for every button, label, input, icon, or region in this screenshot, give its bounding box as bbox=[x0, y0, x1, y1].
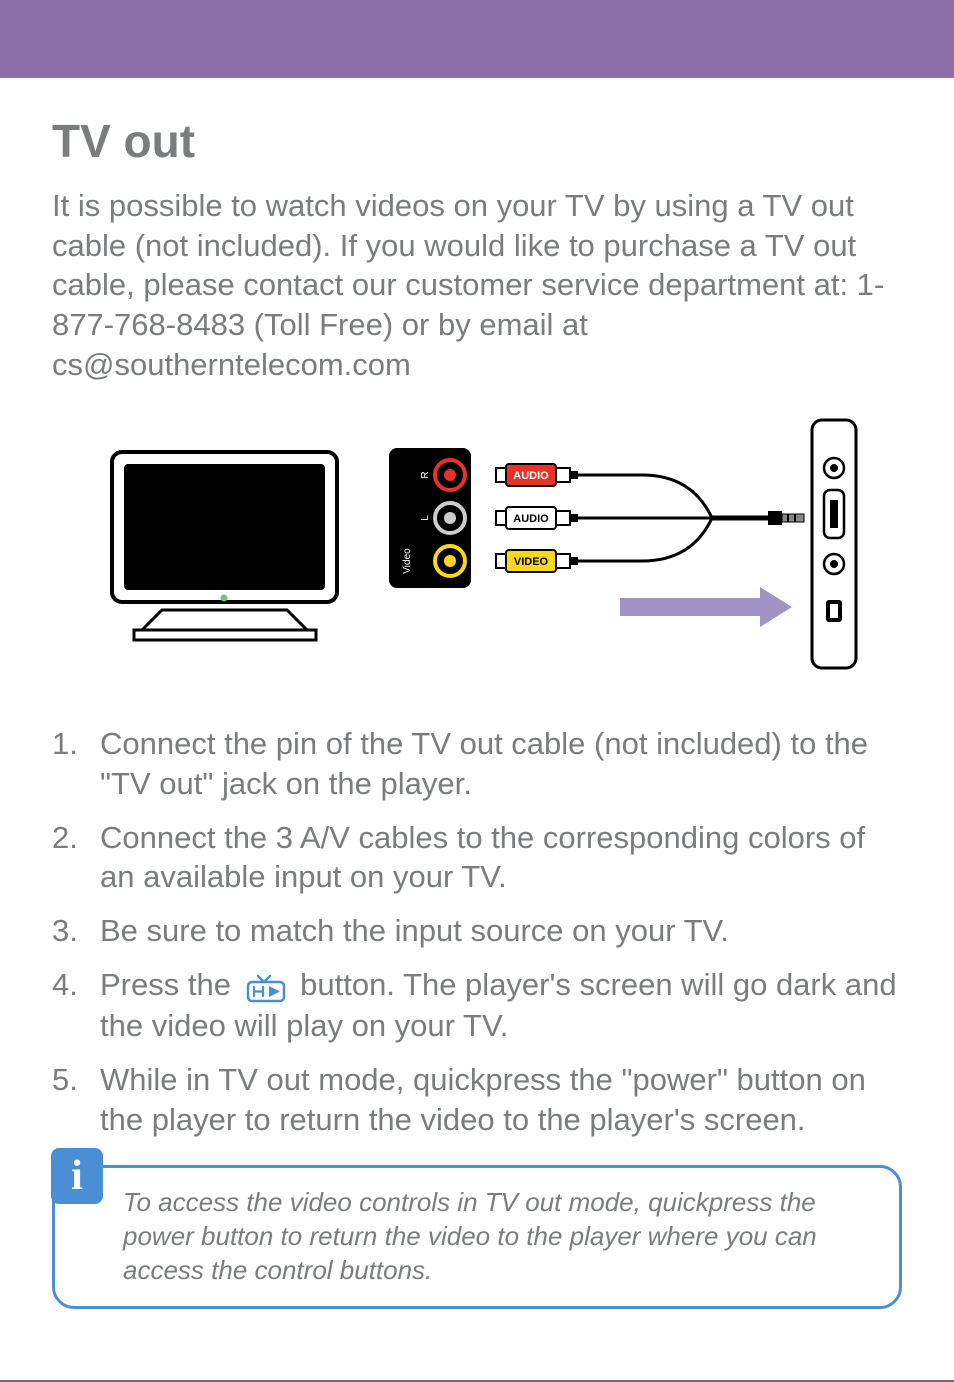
step-4-pre: Press the bbox=[100, 967, 240, 1002]
connection-diagram: R L Video AUDIO bbox=[52, 412, 902, 692]
insert-arrow-icon bbox=[620, 587, 792, 627]
svg-text:Video: Video bbox=[402, 548, 413, 574]
svg-text:R: R bbox=[420, 472, 431, 479]
step-3: Be sure to match the input source on you… bbox=[52, 911, 902, 951]
audio-l-label: AUDIO bbox=[513, 513, 549, 525]
audio-r-label: AUDIO bbox=[513, 470, 549, 482]
step-4: Press the button. The player's screen wi… bbox=[52, 965, 902, 1046]
player-device bbox=[812, 420, 856, 668]
page-title: TV out bbox=[52, 114, 902, 168]
info-badge-letter: i bbox=[71, 1155, 83, 1197]
cable-lines bbox=[578, 475, 768, 561]
instruction-list: Connect the pin of the TV out cable (not… bbox=[52, 724, 902, 1139]
tv-out-button-icon bbox=[244, 967, 288, 1007]
header-bar bbox=[0, 0, 954, 78]
tv-av-panel: R L Video bbox=[389, 448, 471, 588]
svg-text:L: L bbox=[420, 515, 431, 521]
content-area: TV out It is possible to watch videos on… bbox=[0, 78, 954, 1309]
step-2: Connect the 3 A/V cables to the correspo… bbox=[52, 818, 902, 897]
step-1: Connect the pin of the TV out cable (not… bbox=[52, 724, 902, 803]
rca-plugs: AUDIO AUDIO VIDEO bbox=[496, 464, 578, 572]
info-callout: i To access the video controls in TV out… bbox=[52, 1165, 902, 1308]
step-5: While in TV out mode, quickpress the "po… bbox=[52, 1060, 902, 1139]
pin-plug bbox=[768, 511, 804, 525]
tv-monitor-icon bbox=[112, 452, 337, 640]
intro-paragraph: It is possible to watch videos on your T… bbox=[52, 186, 902, 384]
info-badge-icon: i bbox=[51, 1148, 103, 1204]
video-label: VIDEO bbox=[514, 556, 549, 568]
info-text: To access the video controls in TV out m… bbox=[123, 1186, 871, 1287]
